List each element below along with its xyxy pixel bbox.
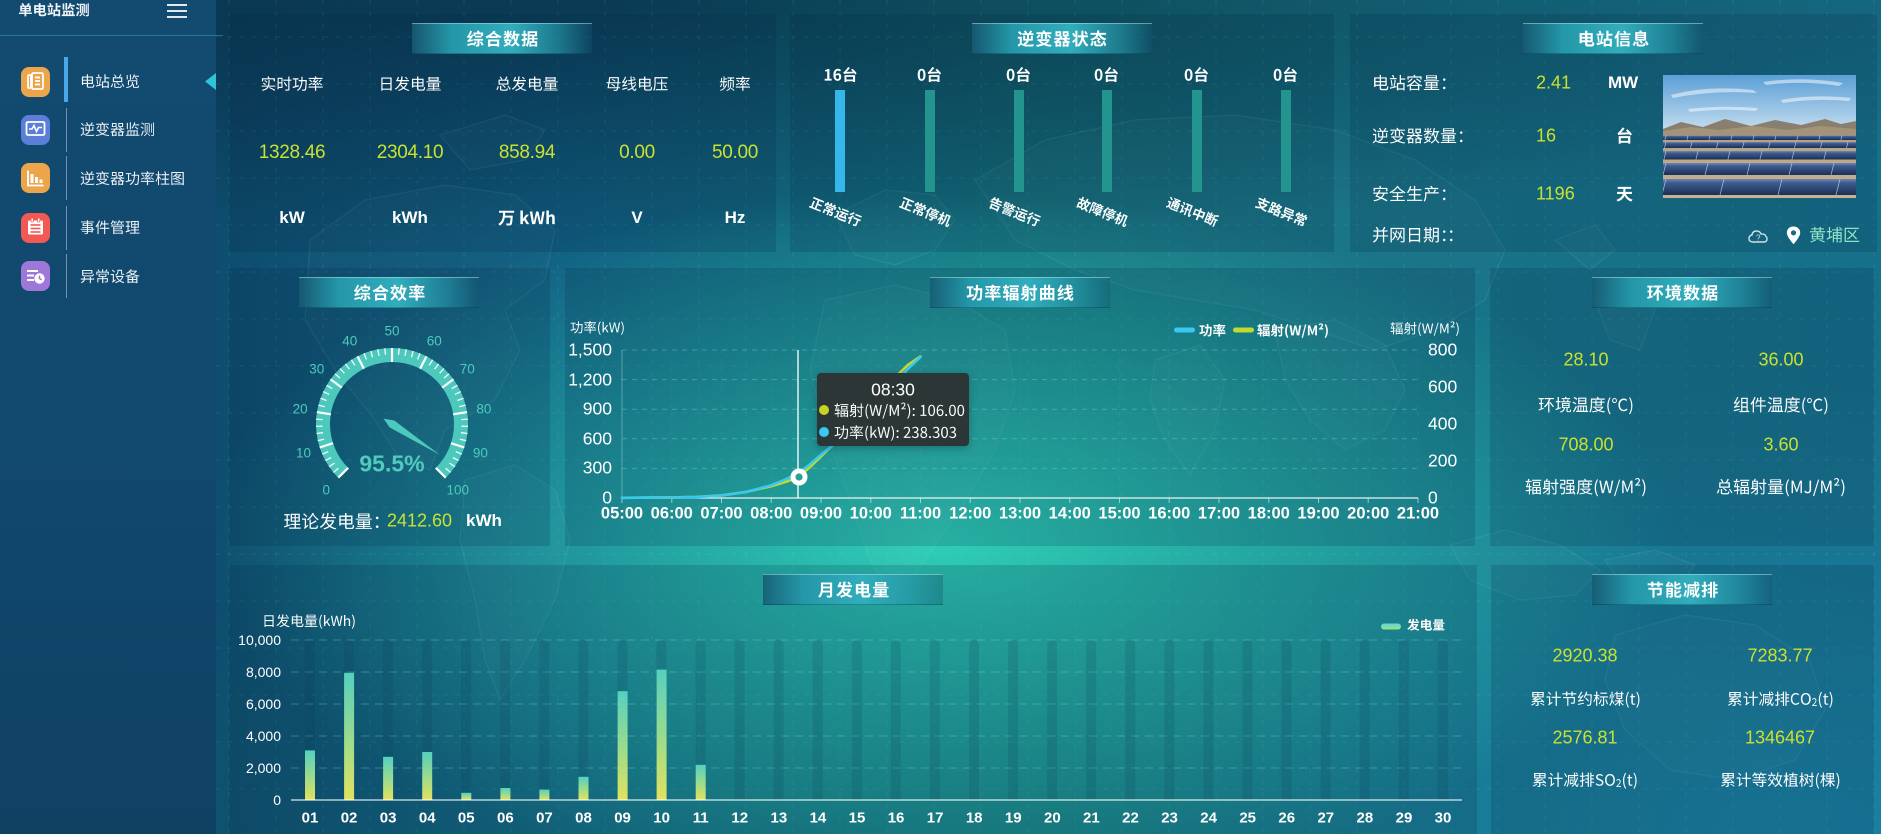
svg-text:?: ? [1756,234,1761,243]
